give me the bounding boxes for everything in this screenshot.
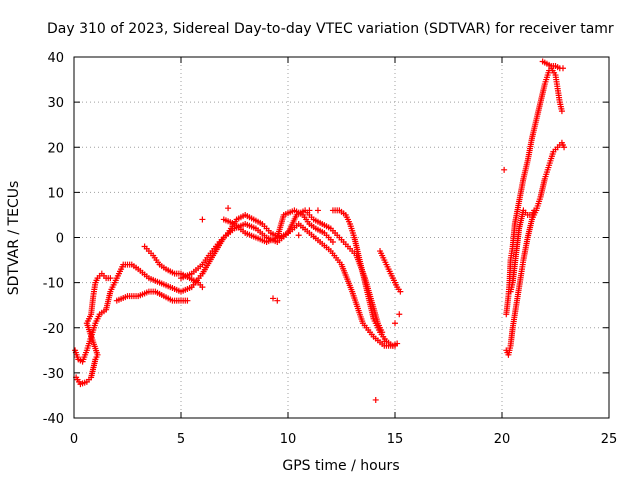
data-point-track-g	[394, 340, 401, 347]
x-tick-label: 20	[494, 432, 511, 447]
x-tick-label: 15	[387, 432, 404, 447]
data-point-isolated	[381, 338, 388, 345]
chart-title: Day 310 of 2023, Sidereal Day-to-day VTE…	[47, 21, 614, 37]
data-point-track-f	[329, 239, 336, 246]
data-point-track-l	[531, 207, 538, 214]
y-tick-label: -10	[43, 277, 64, 292]
data-point-track-k	[559, 65, 566, 72]
data-point-isolated	[314, 207, 321, 214]
x-tick-label: 25	[601, 432, 618, 447]
data-point-track-d	[199, 284, 206, 291]
y-tick-label: 30	[47, 96, 64, 111]
data-point-track-j	[561, 144, 568, 151]
data-point-isolated	[199, 216, 206, 223]
data-point-isolated	[270, 295, 277, 302]
y-tick-label: -30	[43, 367, 64, 382]
data-point-track-c	[184, 297, 191, 304]
y-tick-label: 0	[56, 232, 64, 247]
data-point-isolated	[396, 311, 403, 318]
data-point-isolated	[372, 396, 379, 403]
axes-ticks: 0 5 10 15 20 25 -40 -30 -20 -10 0 10 20 30 40	[43, 51, 618, 447]
x-tick-label: 10	[280, 432, 297, 447]
data-point-isolated	[295, 232, 302, 239]
data-point-isolated	[225, 205, 232, 212]
data-point-track-b	[107, 275, 114, 282]
y-tick-label: -20	[43, 322, 64, 337]
data-point-isolated	[274, 297, 281, 304]
y-axis-label: SDTVAR / TECUs	[6, 181, 22, 296]
data-point-track-h	[397, 288, 404, 295]
y-tick-label: 10	[47, 186, 64, 201]
data-point-isolated	[501, 166, 508, 173]
y-tick-label: 20	[47, 141, 64, 156]
data-point-isolated	[392, 320, 398, 327]
y-tick-label: -40	[43, 412, 64, 427]
data-points	[72, 58, 568, 403]
x-tick-label: 0	[70, 432, 78, 447]
x-axis-label: GPS time / hours	[282, 458, 399, 474]
grid	[74, 57, 609, 418]
y-tick-label: 40	[47, 51, 64, 66]
data-point-isolated	[306, 207, 313, 214]
x-tick-label: 5	[177, 432, 185, 447]
data-point-track-i	[558, 108, 565, 115]
plot-frame	[73, 56, 610, 419]
